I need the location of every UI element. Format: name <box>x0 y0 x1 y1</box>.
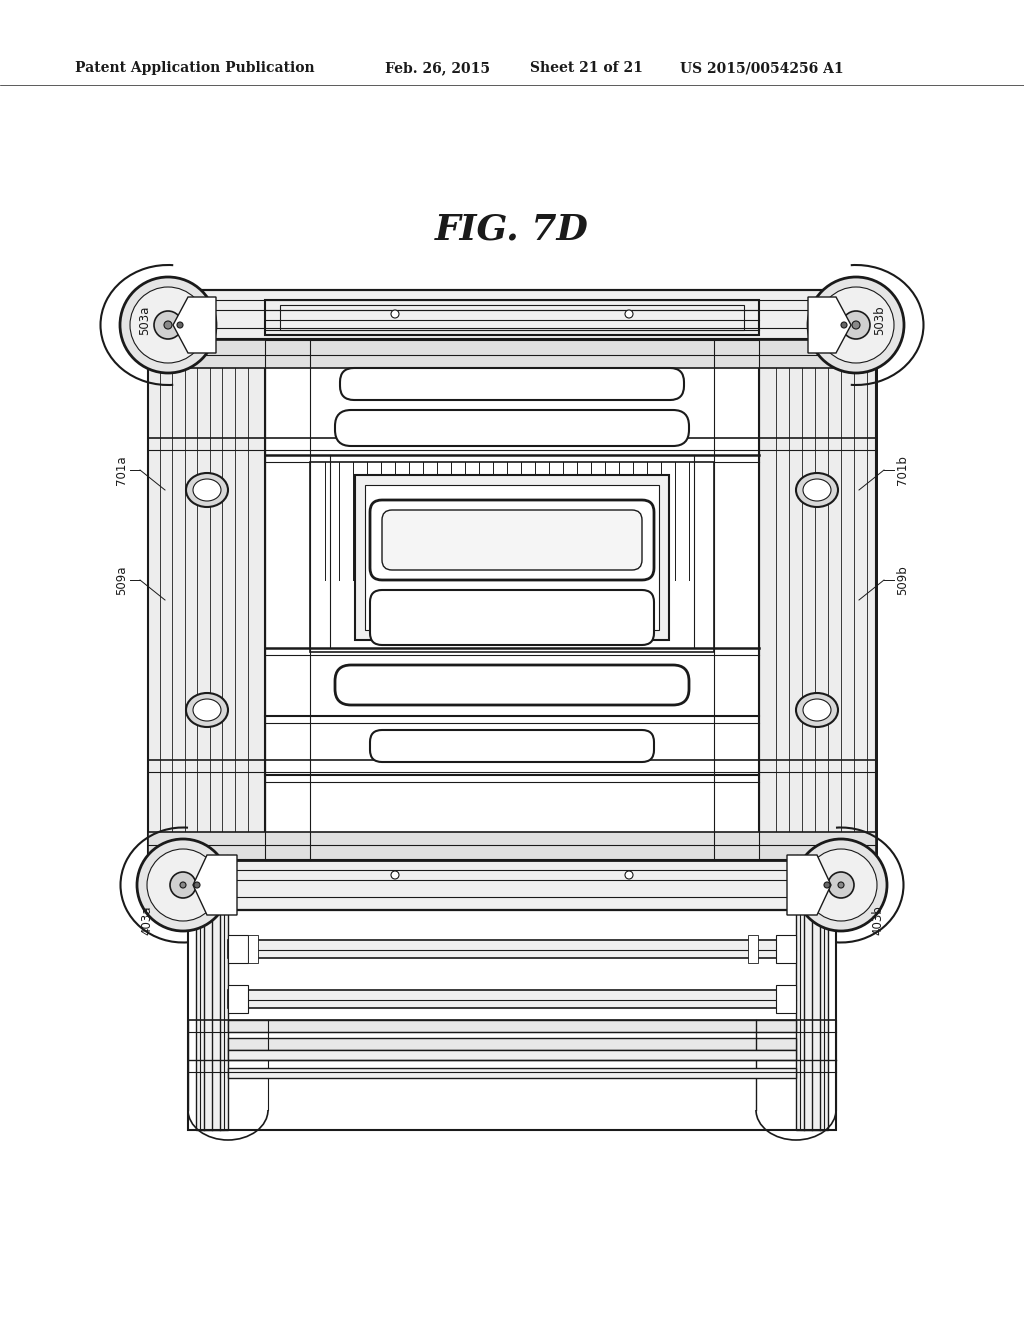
Bar <box>310 462 714 652</box>
FancyBboxPatch shape <box>382 510 642 570</box>
Bar <box>265 341 759 861</box>
Bar <box>228 1038 796 1049</box>
Circle shape <box>625 871 633 879</box>
Bar <box>200 909 224 1130</box>
Bar <box>748 935 758 964</box>
Bar <box>228 935 248 964</box>
FancyBboxPatch shape <box>370 500 654 579</box>
Circle shape <box>120 277 216 374</box>
Text: 403b: 403b <box>871 906 884 935</box>
Polygon shape <box>173 297 216 352</box>
Bar <box>148 341 876 861</box>
Circle shape <box>130 286 206 363</box>
Text: 503b: 503b <box>873 305 886 335</box>
Bar <box>196 909 228 1130</box>
Circle shape <box>805 849 877 921</box>
Bar <box>148 341 876 368</box>
Bar <box>796 909 828 1130</box>
Bar <box>148 832 876 861</box>
Ellipse shape <box>796 693 838 727</box>
Ellipse shape <box>193 700 221 721</box>
Bar <box>148 290 876 341</box>
Ellipse shape <box>186 693 228 727</box>
Circle shape <box>625 310 633 318</box>
Circle shape <box>828 873 854 898</box>
Circle shape <box>841 322 847 327</box>
Circle shape <box>795 840 887 931</box>
Circle shape <box>808 277 904 374</box>
Text: US 2015/0054256 A1: US 2015/0054256 A1 <box>680 61 844 75</box>
Circle shape <box>177 322 183 327</box>
Circle shape <box>170 873 196 898</box>
Bar <box>228 940 796 958</box>
Bar <box>776 935 796 964</box>
FancyBboxPatch shape <box>335 411 689 446</box>
Text: 503a: 503a <box>138 305 151 335</box>
Bar <box>148 861 876 909</box>
Bar <box>228 1020 796 1032</box>
Circle shape <box>842 312 870 339</box>
Bar <box>248 935 258 964</box>
Circle shape <box>391 310 399 318</box>
Text: Feb. 26, 2015: Feb. 26, 2015 <box>385 61 490 75</box>
Circle shape <box>818 286 894 363</box>
Bar <box>148 341 265 861</box>
FancyBboxPatch shape <box>335 665 689 705</box>
Text: 701b: 701b <box>896 455 909 484</box>
Bar <box>800 909 824 1130</box>
Bar <box>759 341 876 861</box>
Circle shape <box>137 840 229 931</box>
Circle shape <box>838 882 844 888</box>
Text: 509b: 509b <box>896 565 909 595</box>
Bar <box>228 985 248 1012</box>
Ellipse shape <box>803 479 831 502</box>
Bar <box>228 1068 796 1078</box>
Text: FIG. 7D: FIG. 7D <box>435 213 589 247</box>
Polygon shape <box>787 855 831 915</box>
Bar <box>265 341 759 861</box>
Bar <box>148 341 876 861</box>
FancyBboxPatch shape <box>370 730 654 762</box>
Circle shape <box>852 321 860 329</box>
Ellipse shape <box>796 473 838 507</box>
Bar <box>280 305 744 330</box>
Polygon shape <box>808 297 851 352</box>
Text: 701a: 701a <box>115 455 128 484</box>
Bar <box>776 985 796 1012</box>
Circle shape <box>147 849 219 921</box>
Ellipse shape <box>186 473 228 507</box>
Bar <box>355 475 669 640</box>
Circle shape <box>194 882 200 888</box>
Circle shape <box>164 321 172 329</box>
Text: Patent Application Publication: Patent Application Publication <box>75 61 314 75</box>
Polygon shape <box>193 855 237 915</box>
Ellipse shape <box>803 700 831 721</box>
Bar <box>265 300 759 335</box>
Bar <box>365 484 659 630</box>
FancyBboxPatch shape <box>370 590 654 645</box>
Text: Sheet 21 of 21: Sheet 21 of 21 <box>530 61 643 75</box>
Text: 403a: 403a <box>140 906 153 935</box>
Bar <box>228 1049 796 1060</box>
Ellipse shape <box>193 479 221 502</box>
Circle shape <box>154 312 182 339</box>
Circle shape <box>824 882 830 888</box>
Text: 509a: 509a <box>115 565 128 595</box>
Bar <box>228 990 796 1008</box>
Bar <box>148 861 876 909</box>
FancyBboxPatch shape <box>340 368 684 400</box>
Circle shape <box>391 871 399 879</box>
Bar <box>148 290 876 341</box>
Circle shape <box>180 882 186 888</box>
Bar <box>188 909 836 1130</box>
